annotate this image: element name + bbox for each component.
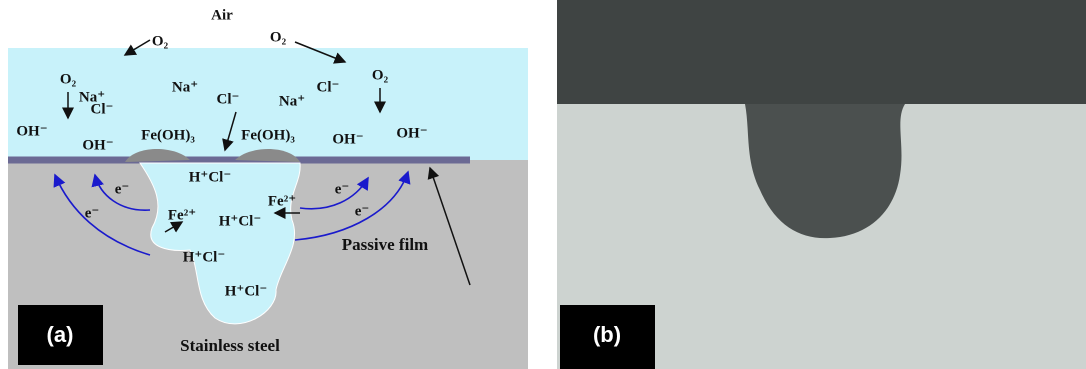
label: Cl⁻ [91, 101, 114, 117]
label: Na⁺ [172, 79, 198, 95]
label: e⁻ [355, 203, 370, 219]
label: OH⁻ [16, 123, 47, 139]
panel-b: (b) [557, 0, 1086, 369]
label: e⁻ [335, 181, 350, 197]
label: OH⁻ [332, 131, 363, 147]
label: Cl⁻ [217, 91, 240, 107]
label: H⁺Cl⁻ [225, 283, 268, 299]
label: O₂ [270, 29, 287, 45]
label: Passive film [342, 235, 428, 254]
mount [557, 0, 1086, 104]
label: Stainless steel [180, 336, 280, 355]
label: H⁺Cl⁻ [189, 169, 232, 185]
label: OH⁻ [82, 137, 113, 153]
label: Fe²⁺ [168, 207, 196, 223]
figure: AirO₂O₂O₂Na⁺Cl⁻Na⁺Cl⁻Na⁺Cl⁻O₂OH⁻OH⁻Fe(OH… [0, 0, 1086, 369]
label: Air [211, 7, 233, 23]
label: O₂ [60, 71, 77, 87]
label: H⁺Cl⁻ [183, 249, 226, 265]
label: Fe²⁺ [268, 193, 296, 209]
label: Fe(OH)₃ [241, 127, 295, 143]
label: e⁻ [115, 181, 130, 197]
label: O₂ [372, 67, 389, 83]
panel-tag: (b) [593, 322, 621, 347]
label: Fe(OH)₃ [141, 127, 195, 143]
panel-tag: (a) [47, 322, 74, 347]
label: Na⁺ [279, 93, 305, 109]
label: O₂ [152, 33, 169, 49]
label: Cl⁻ [317, 79, 340, 95]
label: OH⁻ [396, 125, 427, 141]
label: e⁻ [85, 205, 100, 221]
label: H⁺Cl⁻ [219, 213, 262, 229]
